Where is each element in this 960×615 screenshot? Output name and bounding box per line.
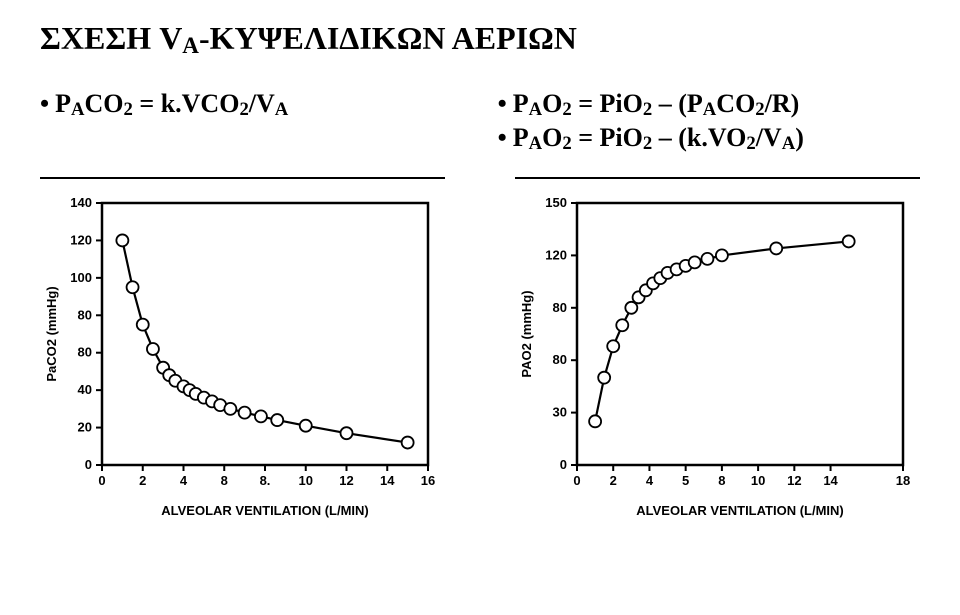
svg-text:120: 120 [70,232,92,247]
svg-text:10: 10 [299,473,313,488]
svg-text:0: 0 [85,457,92,472]
svg-text:30: 30 [553,405,567,420]
svg-text:2: 2 [610,473,617,488]
svg-text:140: 140 [70,195,92,210]
svg-text:20: 20 [78,420,92,435]
equations-row: PACO2 = k.VCO2/VA PAO2 = PiO2 – (PACO2/R… [40,85,920,157]
equation-pao2-1: PAO2 = PiO2 – (PACO2/R) [498,89,920,119]
equation-right-block: PAO2 = PiO2 – (PACO2/R) PAO2 = PiO2 – (k… [498,85,920,157]
paco2-chart: 0 2 4 8 8. 10 12 14 16 0 20 40 80 80 100 120 140 ALVEOLAR… [40,193,440,523]
svg-text:ALVEOLAR VENTILATION (L/MIN): ALVEOLAR VENTILATION (L/MIN) [636,503,844,518]
svg-text:8: 8 [221,473,228,488]
charts-row: 02488.10121416020408080100120140ALVEOLAR… [40,177,920,523]
svg-text:PaCO2 (mmHg): PaCO2 (mmHg) [44,286,59,381]
svg-text:120: 120 [546,247,568,262]
page-title: ΣΧΕΣΗ VA-ΚΥΨΕΛΙΔΙΚΩΝ ΑΕΡΙΩΝ [40,20,920,57]
svg-text:4: 4 [180,473,188,488]
svg-text:14: 14 [380,473,395,488]
svg-text:4: 4 [646,473,654,488]
svg-text:80: 80 [553,352,567,367]
svg-text:18: 18 [896,473,910,488]
equation-pao2-2: PAO2 = PiO2 – (k.VO2/VA) [498,123,920,153]
svg-text:0: 0 [98,473,105,488]
svg-text:12: 12 [787,473,801,488]
svg-text:40: 40 [78,382,92,397]
chart-left-rule [40,177,445,179]
equation-paco2: PACO2 = k.VCO2/VA [40,89,462,119]
svg-text:8: 8 [718,473,725,488]
equation-left-block: PACO2 = k.VCO2/VA [40,85,462,157]
svg-text:80: 80 [78,345,92,360]
svg-text:0: 0 [574,473,581,488]
chart-right-rule [515,177,920,179]
title-p1: ΣΧΕΣΗ V [40,20,182,56]
pao2-chart: 0 2 4 5 8 10 12 14 18 0 30 80 80 120 150 ALVEOLAR VENTI… [515,193,915,523]
svg-text:5: 5 [682,473,689,488]
svg-text:150: 150 [546,195,568,210]
svg-text:100: 100 [70,270,92,285]
title-p3: -ΚΥΨΕΛΙΔΙΚΩΝ ΑΕΡΙΩΝ [199,20,577,56]
svg-text:10: 10 [751,473,765,488]
svg-text:80: 80 [78,307,92,322]
chart-right-box: 0 2 4 5 8 10 12 14 18 0 30 80 80 120 150 ALVEOLAR VENTI… [515,177,920,523]
chart-left-box: 0 2 4 8 8. 10 12 14 16 0 20 40 80 80 100 120 140 ALVEOLAR… [40,177,445,523]
svg-text:8.: 8. [260,473,271,488]
svg-text:2: 2 [139,473,146,488]
svg-text:12: 12 [339,473,353,488]
svg-text:0: 0 [560,457,567,472]
svg-text:14: 14 [824,473,839,488]
svg-text:ALVEOLAR VENTILATION (L/MIN): ALVEOLAR VENTILATION (L/MIN) [161,503,369,518]
title-p2: A [182,32,199,58]
svg-text:PAO2 (mmHg): PAO2 (mmHg) [519,290,534,377]
svg-text:16: 16 [421,473,435,488]
svg-text:80: 80 [553,300,567,315]
